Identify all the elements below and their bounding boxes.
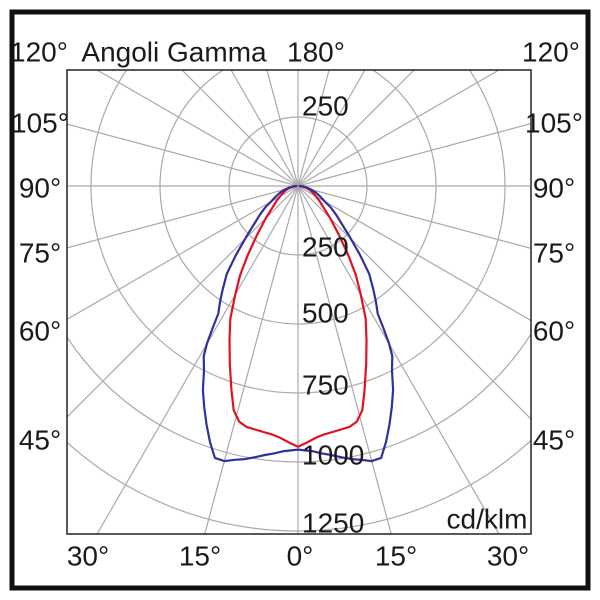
angle-grid-ray — [297, 70, 330, 187]
gamma-angle-label-bottom: 15° — [179, 541, 221, 572]
angle-grid-ray — [96, 185, 299, 534]
angle-grid-ray — [297, 185, 392, 534]
plot-box-border — [66, 69, 532, 535]
gamma-angle-label-bottom: 30° — [487, 541, 529, 572]
gamma-angle-label-bottom: 15° — [375, 541, 417, 572]
angle-grid-ray — [297, 70, 366, 187]
angle-grid-ray — [297, 70, 415, 187]
angle-grid-ray — [67, 185, 299, 249]
gamma-angle-label-top-left: 120° — [10, 37, 68, 68]
angle-grid-ray — [181, 70, 299, 187]
gamma-angle-label-right: 105° — [525, 108, 583, 139]
radial-tick-label-top: 250 — [302, 91, 349, 122]
angle-grid-ray — [67, 123, 299, 187]
outer-frame — [9, 9, 591, 591]
gamma-angle-label-left: 60° — [19, 316, 61, 347]
angle-grid-ray — [204, 185, 299, 534]
angle-grid-ray — [95, 70, 299, 187]
angle-grid-ray — [67, 185, 299, 418]
gamma-angle-label-left: 105° — [11, 108, 69, 139]
radial-tick-label: 750 — [302, 370, 349, 401]
angle-grid-ray — [266, 70, 299, 187]
gamma-angle-label-right: 90° — [533, 173, 575, 204]
angle-grid-ray — [297, 70, 501, 187]
radial-tick-label: 1250 — [302, 508, 364, 539]
radial-tick-label: 250 — [302, 232, 349, 263]
intensity-curves — [201, 184, 395, 463]
angle-grid-ray — [230, 70, 299, 187]
radial-tick-label: 500 — [302, 298, 349, 329]
angle-grid-ray — [297, 185, 531, 250]
gamma-angle-label-left: 90° — [19, 173, 61, 204]
chart-title: Angoli Gamma — [81, 37, 267, 68]
gamma-angle-label-left: 45° — [19, 425, 61, 456]
gamma-angle-label-right: 45° — [533, 425, 575, 456]
gamma-angle-label-bottom: 30° — [67, 541, 109, 572]
red-curve — [228, 184, 368, 448]
angle-grid-ray — [297, 185, 500, 534]
gamma-angle-label-180: 180° — [287, 37, 345, 68]
blue-curve — [201, 184, 395, 463]
unit-label: cd/klm — [447, 504, 528, 535]
gamma-angle-label-top-right: 120° — [522, 37, 580, 68]
angle-grid-ray — [67, 185, 299, 321]
radial-tick-label: 1000 — [302, 440, 364, 471]
gamma-angle-label-left: 75° — [19, 238, 61, 269]
gamma-angle-label-right: 75° — [533, 238, 575, 269]
angle-grid-ray — [297, 185, 531, 322]
gamma-angle-label-right: 60° — [533, 316, 575, 347]
angle-grid-ray — [297, 122, 531, 187]
gamma-angle-label-bottom: 0° — [287, 541, 314, 572]
angle-grid-ray — [297, 185, 531, 420]
